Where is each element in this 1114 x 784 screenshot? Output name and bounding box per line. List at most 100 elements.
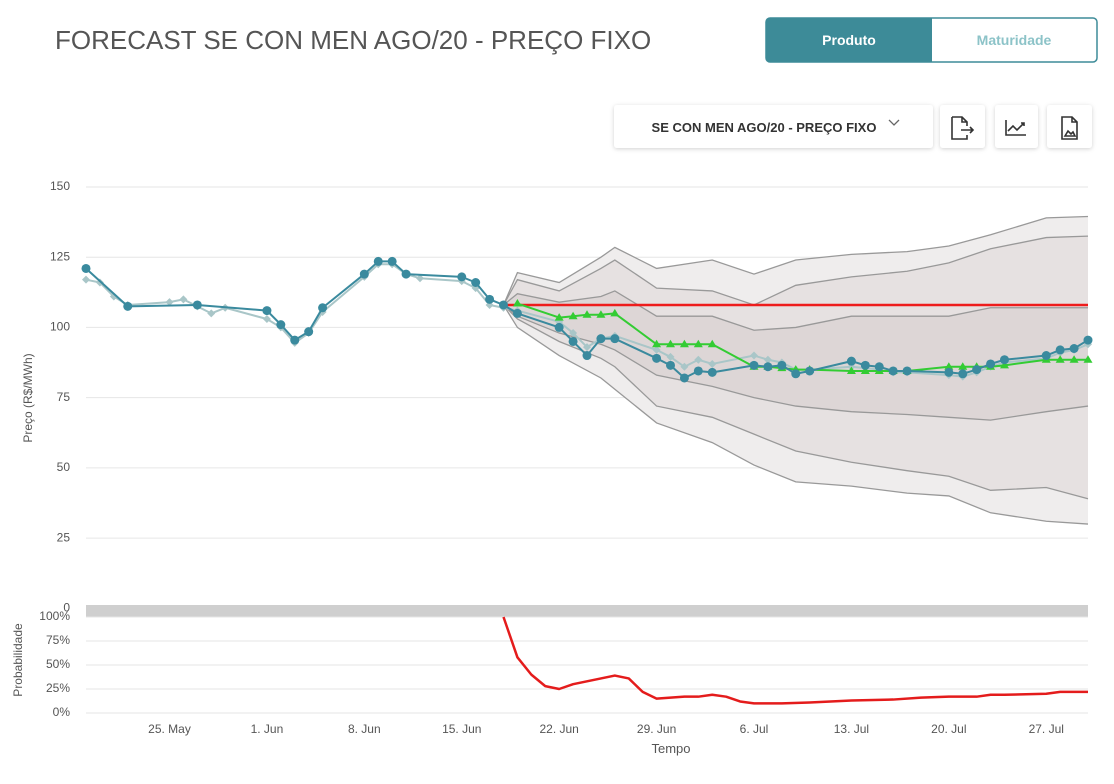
point	[416, 274, 424, 283]
page-title: FORECAST SE CON MEN AGO/20 - PREÇO FIXO	[55, 25, 651, 55]
point	[359, 269, 369, 279]
point	[471, 277, 481, 287]
chevron	[888, 119, 900, 126]
point	[707, 367, 717, 377]
point	[554, 322, 564, 332]
band-edge	[502, 215, 1089, 306]
x-tick-label: 15. Jun	[442, 722, 481, 736]
point	[583, 343, 591, 352]
point	[1000, 360, 1009, 369]
point	[666, 339, 675, 348]
point	[582, 310, 592, 318]
point	[902, 366, 912, 376]
point	[888, 366, 898, 376]
y-tick-label: 100	[50, 320, 70, 334]
point	[986, 359, 996, 369]
point	[82, 275, 90, 284]
point	[596, 334, 606, 344]
band-edge	[503, 290, 1088, 331]
point	[860, 360, 870, 370]
series-line	[502, 616, 1088, 705]
point	[874, 362, 884, 372]
point	[1055, 345, 1065, 355]
y-tick-label: 50%	[46, 657, 70, 671]
chart-button[interactable]	[995, 105, 1038, 148]
point	[373, 256, 383, 266]
point	[805, 366, 815, 376]
point	[192, 300, 202, 310]
tab-maturidade[interactable]: Maturidade	[977, 32, 1052, 48]
y-tick-label: 75%	[46, 633, 70, 647]
point	[944, 367, 954, 377]
x-tick-label: 1. Jun	[251, 722, 284, 736]
point	[610, 334, 620, 344]
selector-box[interactable]	[614, 105, 933, 148]
point	[763, 362, 773, 372]
point	[401, 269, 411, 279]
export-icon	[951, 116, 975, 140]
point	[1069, 355, 1079, 363]
tab-active-bg	[766, 18, 932, 62]
navigator-band	[86, 605, 1088, 617]
point	[512, 308, 522, 318]
tab-produto[interactable]: Produto	[822, 32, 876, 48]
y-axis-label: Preço (R$/MWh)	[21, 353, 35, 442]
point	[694, 355, 703, 364]
point	[457, 272, 467, 282]
point	[123, 301, 133, 311]
chart-icon	[1005, 120, 1026, 136]
point	[165, 298, 174, 307]
point	[485, 294, 495, 304]
point	[846, 356, 856, 366]
y-axis-label: Probabilidade	[11, 623, 25, 697]
y-tick-label: 100%	[39, 609, 70, 623]
point	[569, 329, 578, 338]
point	[262, 306, 272, 316]
x-tick-label: 6. Jul	[740, 722, 769, 736]
series-line	[85, 260, 1089, 379]
point	[512, 299, 522, 307]
x-tick-label: 29. Jun	[637, 722, 676, 736]
point	[693, 339, 703, 348]
x-axis-label: Tempo	[651, 741, 690, 756]
y-tick-label: 125	[50, 249, 70, 263]
x-tick-label: 22. Jun	[539, 722, 578, 736]
point	[958, 362, 968, 370]
y-tick-label: 25	[57, 530, 71, 544]
y-tick-label: 75	[57, 390, 71, 404]
x-tick-label: 8. Jun	[348, 722, 381, 736]
point	[693, 366, 703, 376]
point	[652, 339, 662, 348]
x-tick-label: 13. Jul	[834, 722, 869, 736]
point	[568, 336, 578, 346]
point	[666, 352, 675, 361]
y-tick-label: 0	[63, 600, 70, 614]
plot-area: 0 25 50 75 100 125 150 Preço (R$/MWh) 0% 25% 50% 75…	[11, 179, 1093, 756]
x-tick-label: 25. May	[148, 722, 191, 736]
point	[749, 360, 759, 370]
point	[1069, 343, 1079, 353]
point	[860, 366, 870, 374]
point	[666, 360, 675, 370]
band-edge	[503, 304, 1089, 500]
image-button[interactable]	[1047, 105, 1092, 148]
point	[304, 327, 314, 337]
point	[1000, 355, 1009, 365]
point	[290, 335, 300, 345]
x-tick-label: 20. Jul	[931, 722, 966, 736]
selector-text[interactable]: SE CON MEN AGO/20 - PREÇO FIXO	[652, 120, 877, 135]
y-tick-label: 0%	[53, 705, 71, 719]
point	[652, 345, 661, 354]
band-edge	[502, 304, 1089, 525]
image-icon	[1061, 116, 1078, 140]
point	[679, 339, 689, 348]
point	[318, 303, 328, 313]
point	[1041, 351, 1051, 361]
point	[679, 373, 689, 383]
point	[1055, 355, 1065, 363]
point	[944, 362, 954, 370]
export-button[interactable]	[940, 105, 985, 148]
y-tick-label: 150	[50, 179, 70, 193]
point	[972, 365, 982, 375]
